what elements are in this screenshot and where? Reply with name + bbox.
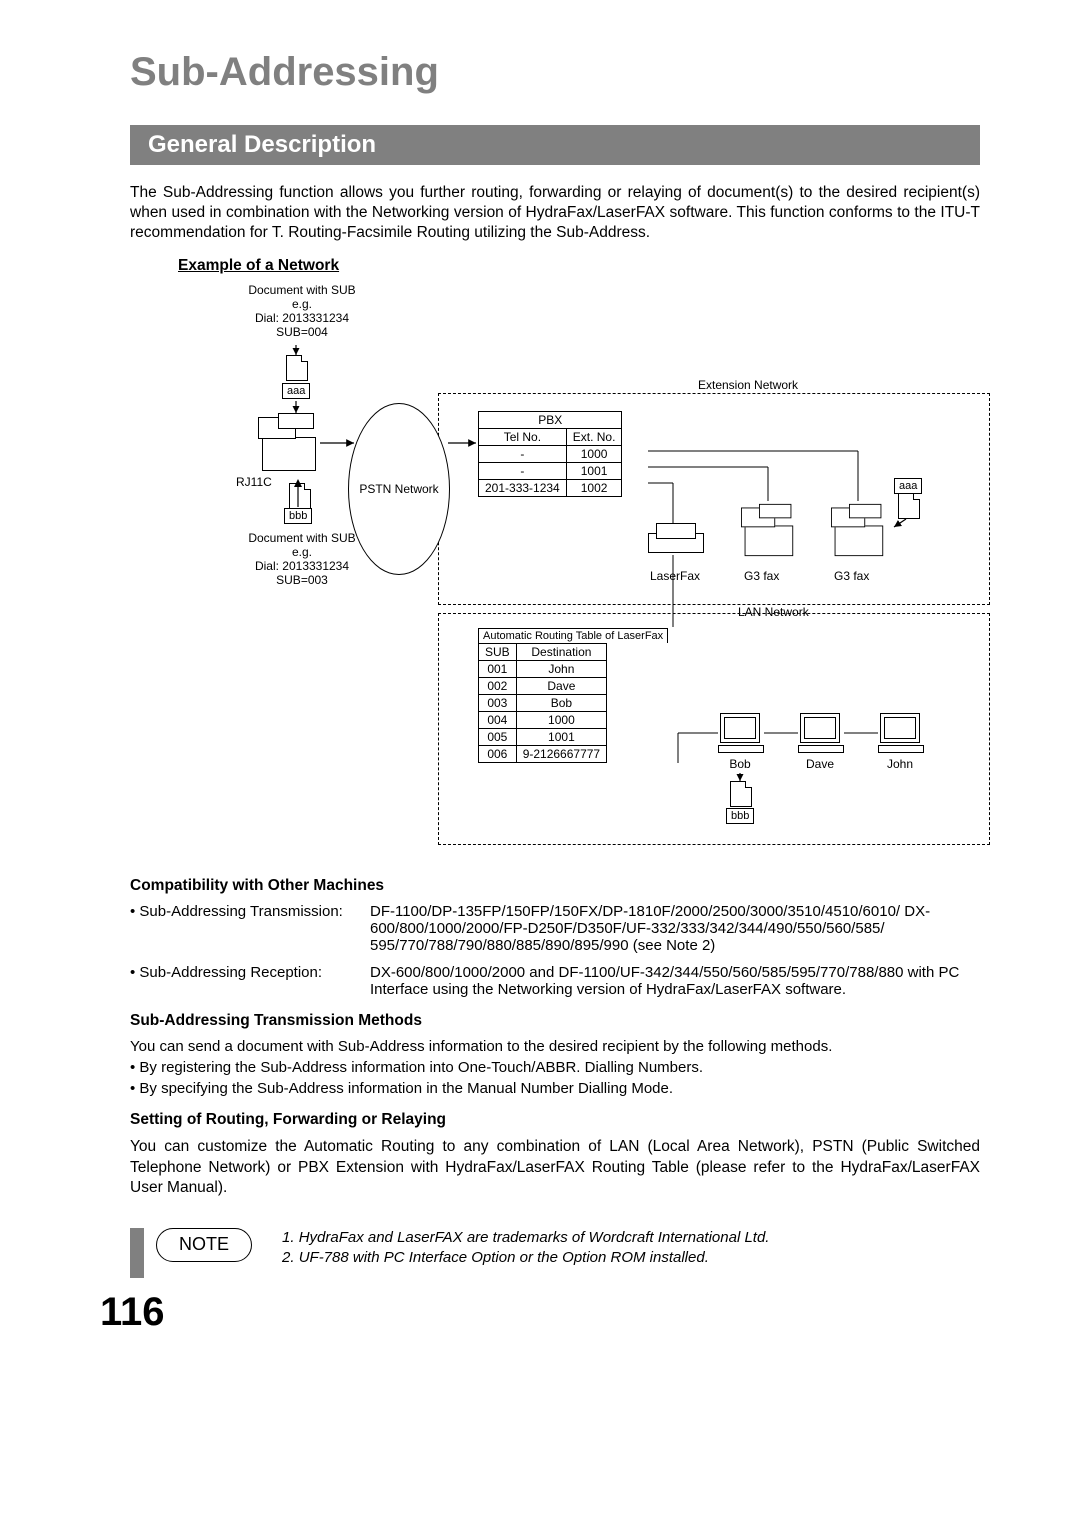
compat-tx-value: DF-1100/DP-135FP/150FP/150FX/DP-1810F/20… (370, 903, 980, 954)
methods-bullet-2: • By specifying the Sub-Address informat… (130, 1080, 980, 1097)
bbb-box-1: bbb (284, 508, 312, 524)
pc-dave-label: Dave (798, 757, 842, 771)
doc-icon (898, 493, 920, 519)
doc-icon (730, 781, 752, 807)
pc-icon (718, 713, 762, 753)
compat-rx-label: • Sub-Addressing Reception: (130, 964, 370, 998)
pc-icon (878, 713, 922, 753)
rj11c-label: RJ11C (236, 475, 272, 489)
methods-bullet-1: • By registering the Sub-Address informa… (130, 1059, 980, 1076)
methods-intro: You can send a document with Sub-Address… (130, 1038, 980, 1055)
pc-bob-label: Bob (718, 757, 762, 771)
bbb-box-2: bbb (726, 808, 754, 824)
example-heading: Example of a Network (178, 257, 980, 275)
g3fax-icon (741, 504, 795, 556)
routing-table-wrap: Automatic Routing Table of LaserFax SUBD… (478, 628, 668, 763)
note-accent-bar (130, 1228, 144, 1278)
routing-caption: Automatic Routing Table of LaserFax (478, 628, 668, 643)
routing-heading: Setting of Routing, Forwarding or Relayi… (130, 1111, 980, 1129)
compat-tx-row: • Sub-Addressing Transmission: DF-1100/D… (130, 903, 980, 954)
network-diagram: Extension Network LAN Network PSTN Netwo… (178, 283, 998, 863)
pc-icon (798, 713, 842, 753)
doc2-text: Document with SUB e.g. Dial: 2013331234 … (222, 531, 382, 587)
g3fax-icon (831, 504, 885, 556)
fax-machine-icon (258, 413, 318, 471)
page-number: 116 (100, 1290, 980, 1335)
section-heading: General Description (130, 125, 980, 165)
main-title: Sub-Addressing (130, 50, 980, 95)
pstn-label: PSTN Network (359, 482, 438, 496)
methods-heading: Sub-Addressing Transmission Methods (130, 1012, 980, 1030)
note-pill: NOTE (156, 1228, 252, 1262)
routing-text: You can customize the Automatic Routing … (130, 1137, 980, 1197)
routing-table: SUBDestination 001John 002Dave 003Bob 00… (478, 643, 607, 763)
compat-heading: Compatibility with Other Machines (130, 877, 980, 895)
intro-paragraph: The Sub-Addressing function allows you f… (130, 183, 980, 243)
compat-tx-label: • Sub-Addressing Transmission: (130, 903, 370, 954)
doc-icon (289, 483, 311, 509)
doc1-text: Document with SUB e.g. Dial: 2013331234 … (222, 283, 382, 339)
laserfax-icon (648, 523, 702, 553)
compat-rx-value: DX-600/800/1000/2000 and DF-1100/UF-342/… (370, 964, 980, 998)
page: Sub-Addressing General Description The S… (0, 0, 1080, 1375)
aaa-box-1: aaa (282, 383, 310, 399)
pc-john-label: John (878, 757, 922, 771)
aaa-box-2: aaa (894, 478, 922, 494)
extension-network-label: Extension Network (698, 378, 798, 392)
g3fax-label-1: G3 fax (744, 569, 779, 583)
doc-icon (286, 355, 308, 381)
lan-network-label: LAN Network (738, 605, 809, 619)
g3fax-label-2: G3 fax (834, 569, 869, 583)
laserfax-label: LaserFax (650, 569, 700, 583)
pbx-table: PBX Tel No.Ext. No. -1000 -1001 201-333-… (478, 411, 622, 497)
compat-rx-row: • Sub-Addressing Reception: DX-600/800/1… (130, 964, 980, 998)
note-block: NOTE 1. HydraFax and LaserFAX are tradem… (130, 1228, 980, 1278)
note-text: 1. HydraFax and LaserFAX are trademarks … (282, 1228, 769, 1269)
